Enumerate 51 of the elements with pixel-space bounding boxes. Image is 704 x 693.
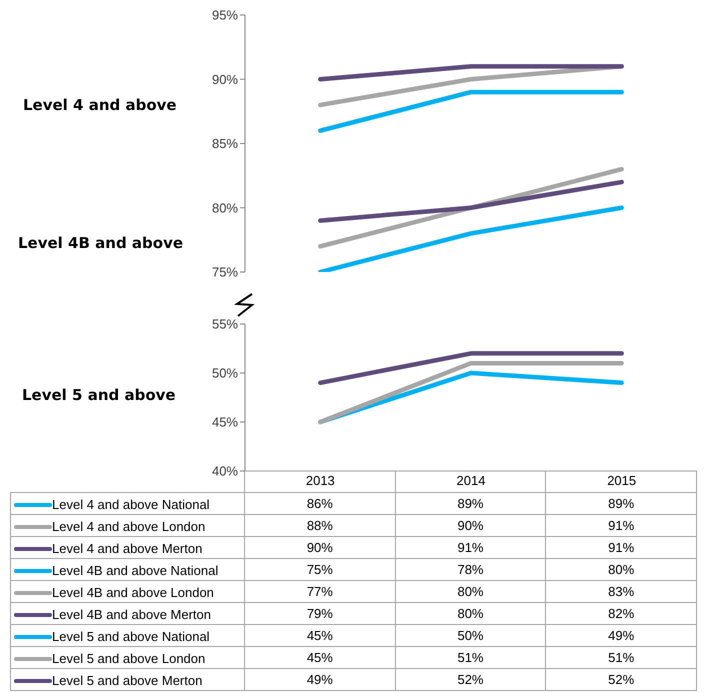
data-label: 88%	[245, 515, 396, 537]
data-label: 82%	[546, 603, 697, 625]
x-tick-label: 2015	[607, 473, 636, 488]
data-label: 90%	[245, 537, 396, 559]
data-label: 86%	[245, 493, 396, 515]
y-tick-label: 75%	[212, 264, 238, 280]
data-label: 89%	[396, 493, 546, 515]
data-label: 89%	[546, 493, 697, 515]
data-label: 80%	[546, 559, 697, 581]
data-label: 77%	[245, 581, 396, 603]
legend-label: Level 4 and above Merton	[52, 541, 202, 556]
text: Level 5 and above	[22, 386, 176, 404]
legend-label: Level 4 and above National	[52, 497, 210, 512]
data-label: 91%	[546, 537, 697, 559]
data-label: 52%	[546, 669, 697, 691]
data-label: 45%	[245, 647, 396, 669]
legend-label: Level 5 and above National	[52, 629, 210, 644]
data-label: 75%	[245, 559, 396, 581]
data-label: 50%	[396, 625, 546, 647]
y-tick-label: 55%	[212, 316, 238, 332]
data-label: 79%	[245, 603, 396, 625]
legend-label: Level 4B and above London	[52, 585, 214, 600]
y-tick-label: 80%	[212, 200, 238, 216]
data-label: 52%	[396, 669, 546, 691]
data-label: 90%	[396, 515, 546, 537]
data-label: 80%	[396, 603, 546, 625]
x-tick-label: 2013	[306, 473, 335, 488]
legend-label: Level 4 and above London	[52, 519, 206, 534]
text: Level 4 and above	[23, 96, 177, 114]
legend-label: Level 5 and above Merton	[52, 673, 202, 688]
data-label: 80%	[396, 581, 546, 603]
data-label: 51%	[396, 647, 546, 669]
data-label: 51%	[546, 647, 697, 669]
y-tick-label: 50%	[212, 366, 238, 381]
legend-label: Level 5 and above London	[52, 651, 206, 666]
legend-label: Level 4B and above National	[52, 563, 218, 578]
y-tick-label: 45%	[212, 414, 238, 430]
y-tick-label: 90%	[212, 72, 238, 87]
y-tick-label: 95%	[212, 8, 238, 23]
data-label: 49%	[245, 669, 396, 691]
data-label: 78%	[396, 559, 546, 581]
data-label: 49%	[546, 625, 697, 647]
data-label: 91%	[396, 537, 546, 559]
data-label: 45%	[245, 625, 396, 647]
y-tick-label: 85%	[212, 136, 238, 152]
data-label: 83%	[546, 581, 697, 603]
text: Level 4B and above	[18, 234, 184, 252]
data-label: 91%	[546, 515, 697, 537]
x-tick-label: 2014	[456, 473, 486, 488]
y-tick-label: 40%	[212, 464, 238, 479]
legend-label: Level 4B and above Merton	[52, 607, 211, 622]
